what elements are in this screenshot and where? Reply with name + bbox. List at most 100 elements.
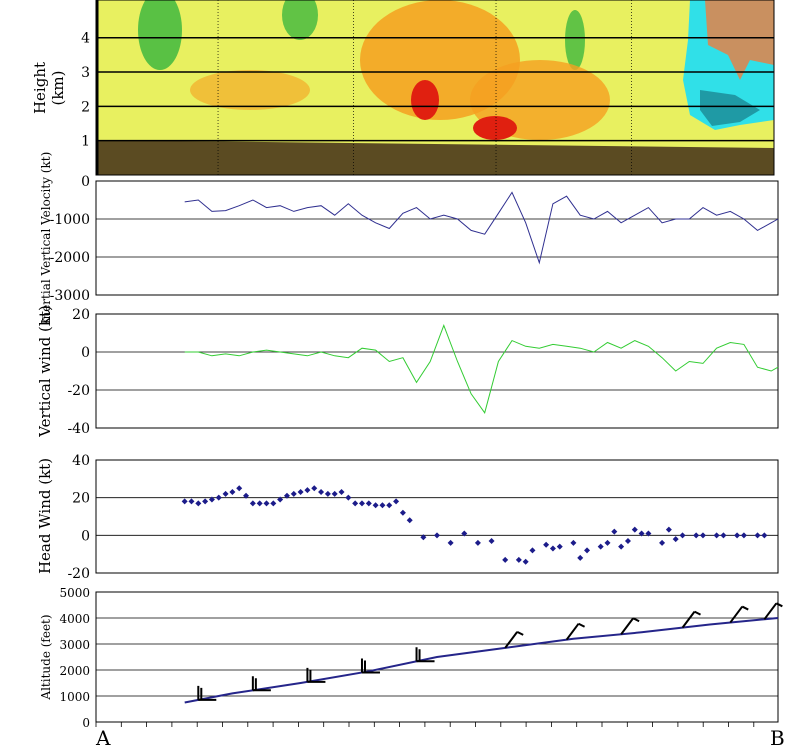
head-wind-point xyxy=(659,539,666,546)
head-wind-point xyxy=(577,554,584,561)
head-wind-point xyxy=(222,490,229,497)
vertical-wind-series-line xyxy=(184,323,779,414)
terrain xyxy=(96,140,774,175)
head-wind-point xyxy=(631,526,638,533)
radar-panel xyxy=(95,0,775,176)
head-wind-point xyxy=(331,490,338,497)
head-wind-point xyxy=(720,532,727,539)
head-wind-point xyxy=(461,530,468,537)
head-wind-point xyxy=(256,500,263,507)
head-wind-point xyxy=(529,547,536,554)
altitude-series-line xyxy=(184,617,779,704)
head-wind-point xyxy=(358,500,365,507)
head-wind-point xyxy=(761,532,768,539)
head-wind-point xyxy=(297,489,304,496)
head-wind-point xyxy=(734,532,741,539)
inertial-frame xyxy=(95,180,779,296)
head-wind-point xyxy=(556,543,563,550)
head-wind-point xyxy=(754,532,761,539)
endpoint-b-label: B xyxy=(770,726,785,749)
head-wind-point xyxy=(679,532,686,539)
inertial-ylabel: Inertial Vertical Velocity (kt) xyxy=(39,152,53,325)
wind-barb xyxy=(360,658,380,674)
wind-barb xyxy=(763,602,783,620)
head-wind-point xyxy=(208,496,215,503)
vertical-wind-frame xyxy=(95,313,779,429)
head-wind-point xyxy=(399,509,406,516)
head-wind-point xyxy=(597,543,604,550)
head-wind-point xyxy=(181,498,188,505)
altitude-tick-label: 4000 xyxy=(59,612,90,626)
head-wind-point xyxy=(290,490,297,497)
head-wind-point xyxy=(624,537,631,544)
head-wind-point xyxy=(195,500,202,507)
head-wind-point xyxy=(202,498,209,505)
radar-tick-label: 3 xyxy=(81,65,90,81)
inertial-tick-label: -3000 xyxy=(50,288,90,304)
vertical-wind-tick-label: -20 xyxy=(67,383,90,399)
wind-barb xyxy=(251,676,271,692)
head-wind-ylabel: Head Wind (kt) xyxy=(36,458,54,574)
altitude-tick-label: 5000 xyxy=(59,586,90,600)
inertial-tick-label: 0 xyxy=(81,174,90,190)
inertial-tick-label: -2000 xyxy=(50,250,90,266)
head-wind-point xyxy=(570,539,577,546)
echo-red-1 xyxy=(411,80,439,120)
head-wind-point xyxy=(324,490,331,497)
head-wind-point xyxy=(502,556,509,563)
head-wind-point xyxy=(665,526,672,533)
head-wind-point xyxy=(672,536,679,543)
radar-ylabel: Height xyxy=(31,62,49,114)
head-wind-point xyxy=(188,498,195,505)
head-wind-point xyxy=(263,500,270,507)
head-wind-point xyxy=(522,558,529,565)
head-wind-point xyxy=(611,528,618,535)
head-wind-point xyxy=(352,500,359,507)
altitude-ylabel: Altitude (feet) xyxy=(39,614,53,700)
head-wind-point xyxy=(693,532,700,539)
head-wind-point xyxy=(406,517,413,524)
echo-green-1 xyxy=(138,0,182,70)
altitude-tick-label: 1000 xyxy=(59,690,90,704)
altitude-tick-label: 2000 xyxy=(59,664,90,678)
vertical-wind-tick-label: 20 xyxy=(72,307,90,323)
head-wind-point xyxy=(338,489,345,496)
echo-dark-cyan xyxy=(700,90,760,126)
head-wind-point xyxy=(549,545,556,552)
head-wind-point xyxy=(488,537,495,544)
radar-tick-label: 4 xyxy=(81,31,90,47)
head-wind-point xyxy=(229,489,236,496)
radar-tick-label: 2 xyxy=(81,99,90,115)
head-wind-point xyxy=(740,532,747,539)
echo-green-3 xyxy=(565,10,585,70)
inertial-series-line xyxy=(184,191,779,265)
wind-barb xyxy=(306,667,326,683)
radar-grid xyxy=(96,0,774,175)
head-wind-point xyxy=(365,500,372,507)
head-wind-tick-label: 20 xyxy=(72,491,90,507)
head-wind-point xyxy=(543,541,550,548)
altitude-tick-label: 3000 xyxy=(59,638,90,652)
radar-echoes xyxy=(138,0,774,140)
head-wind-point xyxy=(236,485,243,492)
head-wind-point xyxy=(215,494,222,501)
head-wind-point xyxy=(474,539,481,546)
head-wind-point xyxy=(372,502,379,509)
head-wind-point xyxy=(379,502,386,509)
wind-barb xyxy=(197,685,217,701)
head-wind-point xyxy=(713,532,720,539)
echo-green-2 xyxy=(282,0,318,40)
head-wind-point xyxy=(434,532,440,539)
head-wind-point xyxy=(270,500,277,507)
head-wind-point xyxy=(318,489,325,496)
head-wind-point xyxy=(283,492,290,499)
radar-yunit: (km) xyxy=(49,70,67,105)
head-wind-point xyxy=(604,539,611,546)
vertical-wind-ylabel: Vertical wind (kt) xyxy=(36,305,54,438)
head-wind-frame xyxy=(95,459,779,574)
altitude-tick-label: 0 xyxy=(82,716,90,730)
head-wind-point xyxy=(277,496,284,503)
wind-barb xyxy=(504,631,524,649)
head-wind-point xyxy=(243,492,250,499)
